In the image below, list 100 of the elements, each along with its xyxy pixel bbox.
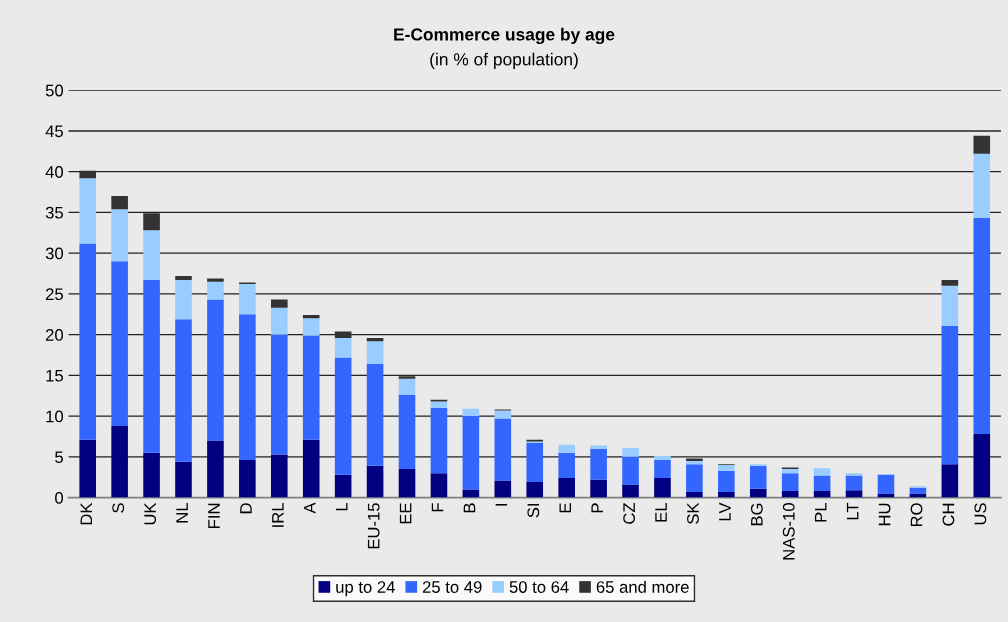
bar bbox=[622, 456, 639, 485]
y-tick-label: 45 bbox=[45, 125, 63, 138]
bar bbox=[143, 452, 160, 498]
x-tick-label: IRL bbox=[272, 503, 284, 527]
x-tick-label: HU bbox=[878, 503, 891, 526]
x-tick-label: E bbox=[559, 503, 571, 513]
bar bbox=[494, 410, 512, 419]
bar bbox=[111, 209, 128, 262]
bar bbox=[79, 243, 97, 440]
bar bbox=[494, 418, 512, 481]
x-tick-label: P bbox=[591, 503, 603, 513]
bar bbox=[462, 408, 480, 417]
bar bbox=[366, 465, 384, 498]
x-tick-label: EU-15 bbox=[367, 503, 380, 549]
y-tick-label: 25 bbox=[45, 288, 63, 301]
legend-label: 25 to 49 bbox=[422, 581, 482, 593]
bar bbox=[558, 444, 575, 453]
bar bbox=[973, 218, 991, 435]
bar bbox=[79, 178, 97, 244]
bar bbox=[941, 325, 959, 465]
x-tick-label: RO bbox=[910, 503, 923, 527]
bar bbox=[973, 153, 991, 219]
y-tick-label: 35 bbox=[45, 206, 63, 219]
bar bbox=[686, 464, 703, 492]
bar bbox=[526, 443, 544, 483]
bar bbox=[207, 278, 224, 282]
x-tick-label: B bbox=[463, 503, 476, 513]
legend-label: up to 24 bbox=[336, 581, 395, 597]
bar bbox=[334, 474, 352, 498]
y-tick-label: 15 bbox=[46, 369, 63, 382]
bar bbox=[79, 439, 97, 498]
bar bbox=[462, 416, 480, 490]
y-tick-label: 10 bbox=[46, 410, 64, 423]
x-tick-label: F bbox=[431, 503, 444, 512]
bar bbox=[781, 473, 799, 492]
bar bbox=[239, 284, 256, 315]
bar bbox=[718, 465, 735, 471]
bar bbox=[462, 489, 480, 498]
bar bbox=[749, 488, 767, 498]
bar bbox=[526, 482, 544, 498]
bar bbox=[845, 490, 863, 498]
bar bbox=[845, 473, 863, 476]
bar bbox=[590, 445, 607, 449]
bar bbox=[143, 280, 160, 453]
bar bbox=[494, 480, 512, 498]
y-tick-label: 30 bbox=[45, 247, 64, 260]
bar bbox=[430, 473, 448, 498]
bar bbox=[270, 334, 288, 455]
bar bbox=[909, 487, 927, 494]
bar bbox=[143, 213, 160, 231]
chart-title: E-Commerce usage by age bbox=[394, 27, 615, 45]
bar bbox=[973, 434, 991, 498]
bar bbox=[239, 460, 256, 498]
bar bbox=[590, 448, 607, 480]
bar bbox=[941, 280, 959, 286]
legend-label: 65 and more bbox=[596, 580, 689, 593]
y-tick-label: 0 bbox=[55, 492, 64, 504]
bar bbox=[941, 285, 959, 326]
bar bbox=[334, 357, 352, 475]
bar bbox=[398, 469, 416, 498]
bar bbox=[366, 363, 384, 466]
bar bbox=[430, 401, 448, 408]
bar bbox=[207, 281, 224, 300]
bar bbox=[430, 407, 448, 474]
x-tick-label: SI bbox=[527, 504, 540, 518]
x-tick-label: LT bbox=[846, 502, 859, 520]
x-tick-label: NAS-10 bbox=[782, 503, 795, 560]
bar bbox=[175, 319, 192, 462]
legend-label: 50 to 64 bbox=[509, 581, 569, 593]
bar bbox=[302, 335, 320, 440]
bar bbox=[366, 341, 384, 364]
bar bbox=[973, 135, 991, 154]
bar bbox=[302, 315, 320, 319]
x-tick-label: LV bbox=[719, 502, 731, 521]
bar bbox=[270, 307, 288, 335]
bar bbox=[143, 230, 160, 281]
bar bbox=[270, 299, 288, 308]
x-tick-label: NL bbox=[176, 503, 188, 523]
x-tick-label: I bbox=[495, 504, 508, 506]
bar bbox=[845, 475, 863, 491]
x-tick-label: PL bbox=[814, 503, 827, 522]
bar bbox=[398, 376, 416, 379]
bar bbox=[334, 337, 352, 358]
bar bbox=[781, 469, 799, 474]
bar bbox=[813, 475, 831, 492]
bar bbox=[334, 331, 352, 338]
bar bbox=[111, 425, 128, 498]
bar bbox=[749, 465, 767, 489]
bar bbox=[813, 468, 831, 476]
x-tick-label: A bbox=[304, 502, 316, 514]
y-tick-label: 50 bbox=[45, 84, 64, 97]
bar bbox=[111, 261, 128, 426]
bar bbox=[558, 478, 575, 498]
bar bbox=[175, 461, 192, 498]
bar bbox=[207, 299, 224, 441]
bar bbox=[207, 440, 224, 498]
bar bbox=[302, 439, 320, 498]
bar bbox=[877, 474, 895, 494]
bar bbox=[941, 464, 959, 498]
x-tick-label: L bbox=[336, 503, 348, 511]
